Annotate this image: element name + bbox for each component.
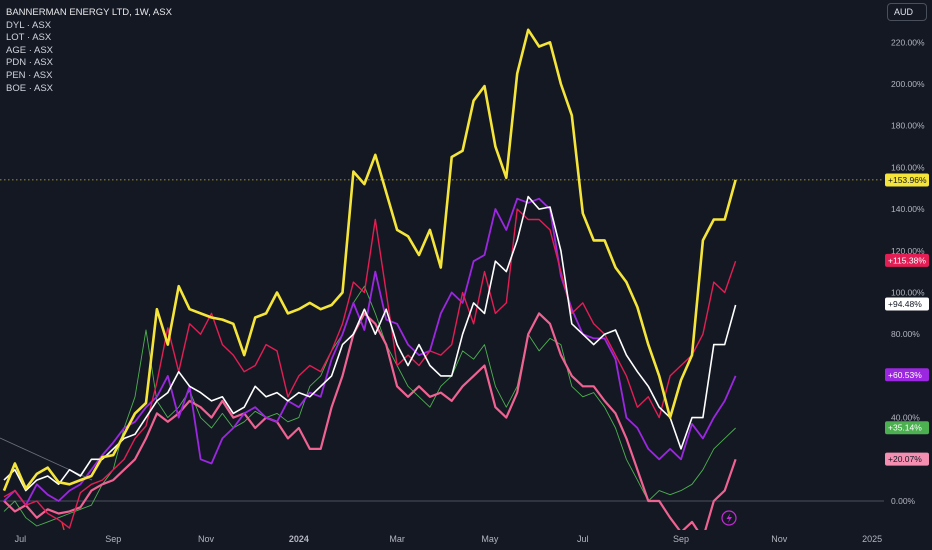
last-value-badge: +20.07% [885,452,929,466]
series-dyl-line[interactable] [3,208,737,529]
last-value-badge: +153.96% [885,173,929,187]
x-tick-label: Nov [198,534,215,544]
y-tick-label: 220.00% [891,37,925,47]
y-tick-label: 180.00% [891,121,925,131]
series-age-line[interactable] [3,197,737,507]
last-value-text: +94.48% [888,299,922,309]
x-tick-label: 2025 [862,534,882,544]
series-lot-line[interactable] [3,195,737,492]
x-tick-label: Mar [389,534,405,544]
y-tick-label: 0.00% [891,496,916,506]
x-tick-label: Sep [673,534,689,544]
y-tick-label: 140.00% [891,204,925,214]
y-tick-label: 160.00% [891,162,925,172]
y-tick-label: 80.00% [891,329,920,339]
legend-item-age[interactable]: AGE · ASX [6,44,53,56]
legend-item-dyl[interactable]: DYL · ASX [6,19,52,31]
last-value-text: +60.53% [888,370,922,380]
y-tick-label: 200.00% [891,79,925,89]
last-value-text: +20.07% [888,454,922,464]
last-value-text: +35.14% [888,423,922,433]
x-tick-label: Jul [15,534,27,544]
last-value-badge: +35.14% [885,421,929,435]
time-scale[interactable]: Jul Sep Nov 2024 Mar May Jul Sep Nov 2025 [15,534,883,544]
series-extra-line[interactable] [61,521,65,532]
lightning-icon[interactable] [721,510,737,526]
last-value-badge: +60.53% [885,368,929,382]
legend-item-pdn[interactable]: PDN · ASX [6,57,53,69]
last-value-text: +115.38% [888,255,926,265]
x-tick-label: 2024 [289,534,309,544]
legend-item-boe[interactable]: BOE · ASX [6,82,53,94]
y-tick-label: 100.00% [891,288,925,298]
series-boe-line[interactable] [2,28,737,492]
x-tick-label: Jul [577,534,589,544]
x-tick-label: May [481,534,499,544]
legend-item-lot[interactable]: LOT · ASX [6,32,52,44]
last-value-text: +153.96% [888,175,927,185]
y-tick-label: 120.00% [891,246,925,256]
last-value-labels: +153.96% +115.38% +94.48% +60.53% +35.14% +20… [885,173,929,466]
last-value-badge: +115.38% [885,253,929,267]
series-pen-line[interactable] [3,312,737,538]
currency-button[interactable]: AUD [887,3,927,21]
x-tick-label: Nov [771,534,788,544]
last-value-badge: +94.48% [885,297,929,311]
y-tick-label: 40.00% [891,413,920,423]
x-tick-label: Sep [105,534,121,544]
legend-item-pen[interactable]: PEN · ASX [6,69,53,81]
legend-title: BANNERMAN ENERGY LTD, 1W, ASX [6,7,172,18]
legend: BANNERMAN ENERGY LTD, 1W, ASX DYL · ASX … [6,7,172,95]
series-layer [0,28,884,538]
